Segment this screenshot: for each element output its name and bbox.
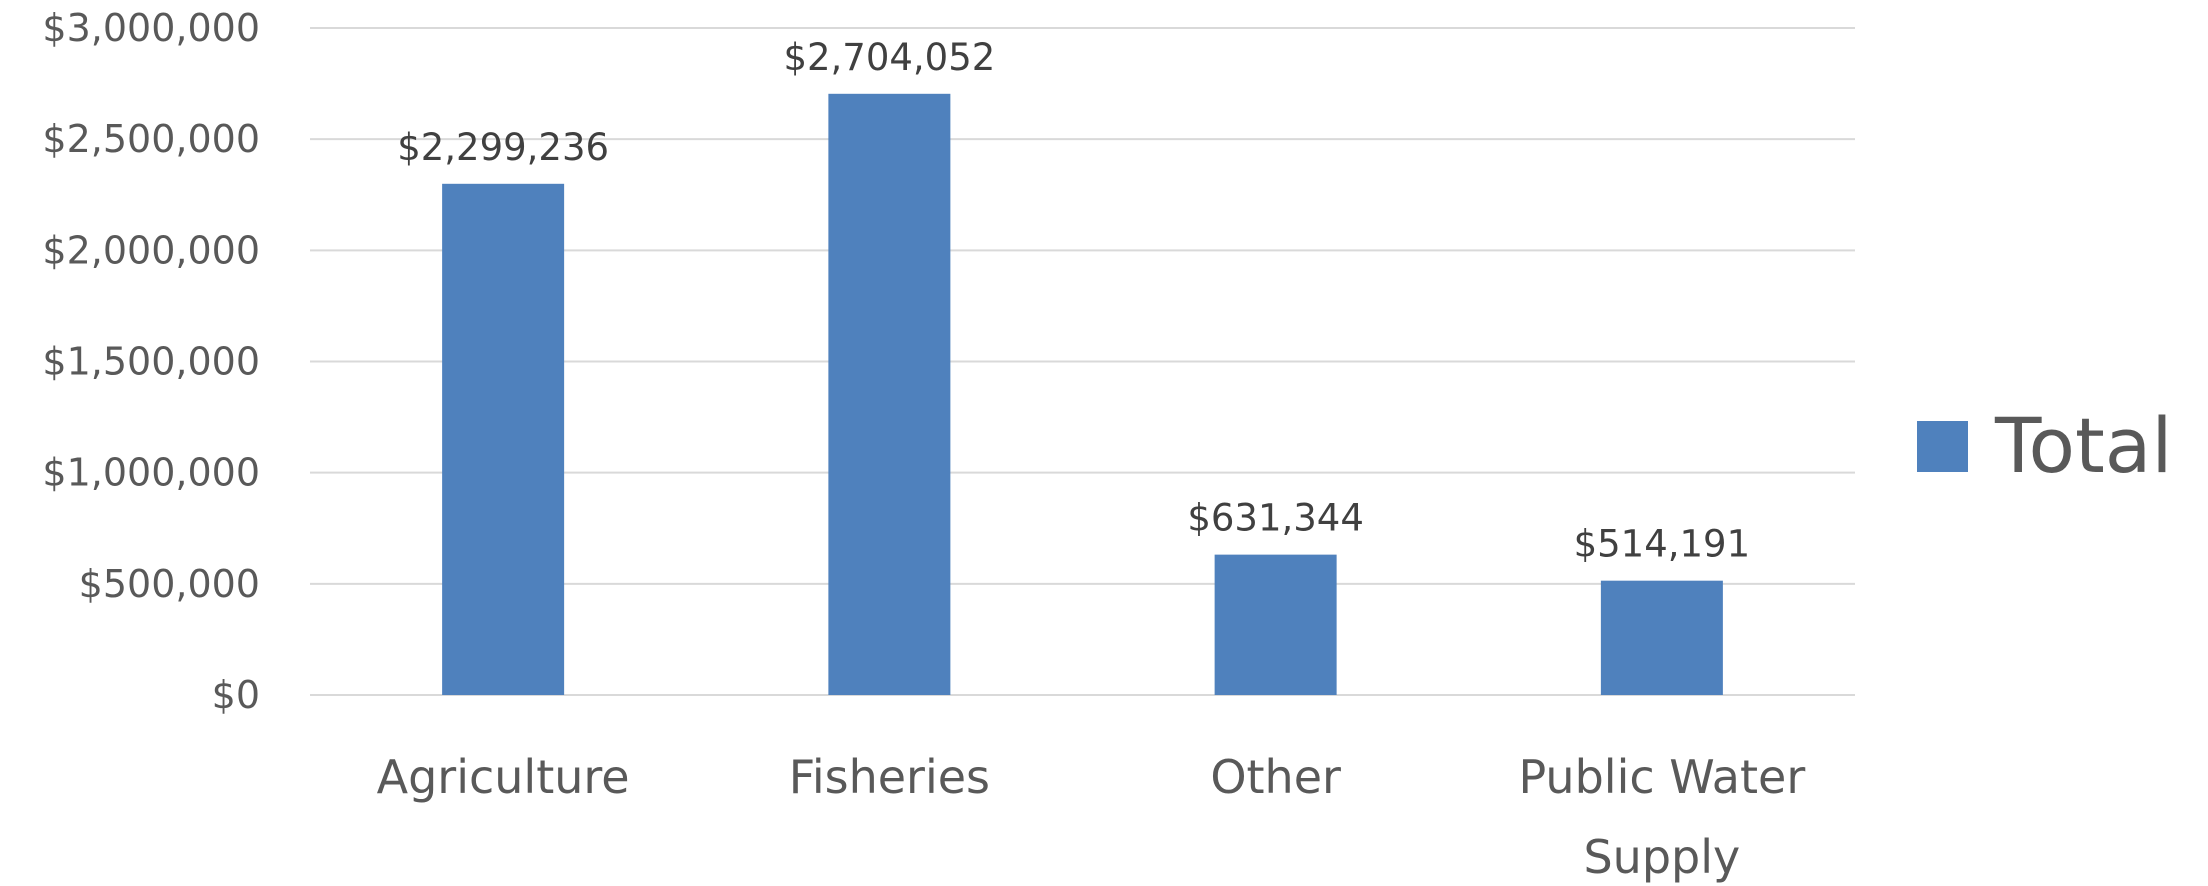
data-label: $2,299,236 bbox=[397, 126, 609, 169]
legend-label-total: Total bbox=[1994, 401, 2173, 490]
data-label: $514,191 bbox=[1574, 523, 1751, 566]
data-label: $2,704,052 bbox=[783, 36, 995, 79]
legend: Total bbox=[1917, 401, 2173, 490]
gridlines bbox=[310, 27, 1855, 696]
bar bbox=[1214, 554, 1337, 695]
bar bbox=[1600, 580, 1723, 695]
y-axis-tick-labels: $0 $500,000 $1,000,000 $1,500,000 $2,000,000… bbox=[42, 6, 260, 717]
bar bbox=[442, 183, 565, 695]
y-tick-label: $0 bbox=[212, 673, 260, 717]
y-tick-label: $2,500,000 bbox=[42, 117, 260, 161]
x-tick-label: Agriculture bbox=[377, 750, 630, 804]
bars bbox=[442, 93, 1723, 696]
x-tick-label: Public Water Supply bbox=[1519, 750, 1806, 884]
data-labels: $2,299,236 $2,704,052 $631,344 $514,191 bbox=[397, 36, 1750, 566]
bar bbox=[828, 93, 951, 696]
x-axis-category-labels: Agriculture Fisheries Other Public Water Sup… bbox=[377, 750, 1806, 884]
y-tick-label: $2,000,000 bbox=[42, 228, 260, 272]
y-tick-label: $1,000,000 bbox=[42, 451, 260, 495]
y-tick-label: $3,000,000 bbox=[42, 6, 260, 50]
legend-swatch-total bbox=[1917, 421, 1968, 472]
y-tick-label: $1,500,000 bbox=[42, 340, 260, 384]
x-tick-label: Other bbox=[1210, 750, 1341, 804]
data-label: $631,344 bbox=[1187, 497, 1364, 540]
y-tick-label: $500,000 bbox=[79, 562, 260, 606]
x-tick-label: Fisheries bbox=[789, 750, 990, 804]
